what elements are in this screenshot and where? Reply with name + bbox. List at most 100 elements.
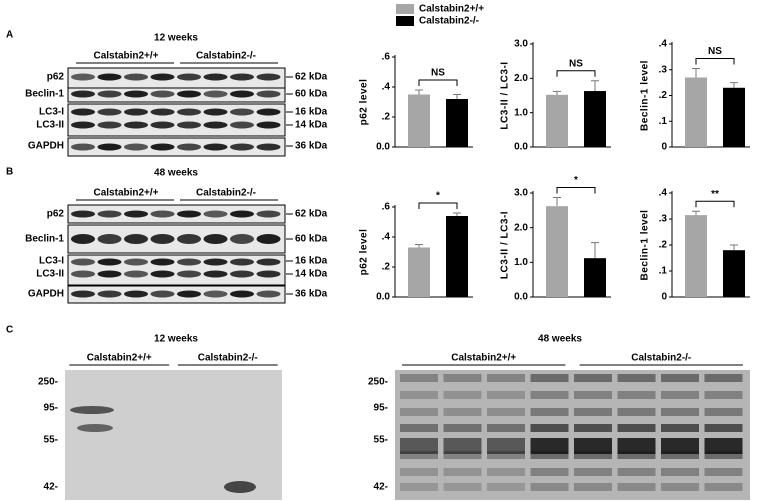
y-axis-label: p62 level	[359, 79, 370, 126]
band	[71, 73, 95, 81]
band	[443, 374, 482, 382]
band	[203, 108, 228, 116]
blot-frame	[67, 254, 286, 286]
blot-title: 12 weeks	[154, 334, 198, 345]
error-bar	[591, 80, 599, 92]
band	[97, 108, 122, 116]
band	[124, 290, 148, 298]
bar	[584, 91, 606, 147]
band	[443, 451, 482, 459]
band	[704, 438, 743, 454]
band	[224, 481, 256, 493]
band	[203, 290, 228, 298]
band	[150, 258, 175, 266]
significance-bracket	[556, 187, 596, 194]
significance-bracket	[695, 200, 735, 208]
band	[256, 234, 281, 244]
y-tick-label: 0.0	[376, 292, 390, 303]
band	[71, 258, 95, 266]
band	[400, 468, 438, 476]
band	[617, 424, 656, 432]
error-bar	[415, 89, 423, 95]
band	[150, 270, 175, 278]
blot-frame	[67, 137, 286, 157]
band	[203, 270, 228, 278]
y-tick-label: 1.0	[514, 107, 528, 118]
band	[124, 90, 148, 98]
band	[124, 270, 148, 278]
error-bar	[453, 212, 461, 216]
band	[71, 270, 95, 278]
band	[203, 121, 228, 129]
band	[256, 258, 281, 266]
band	[124, 234, 148, 244]
marker-label: 95-	[44, 403, 58, 414]
band	[177, 90, 201, 98]
band	[77, 424, 113, 432]
band	[704, 451, 743, 459]
band	[177, 270, 201, 278]
band	[400, 451, 438, 459]
marker-label: 55-	[44, 435, 58, 446]
band	[97, 210, 122, 218]
band	[704, 424, 743, 432]
band	[230, 210, 254, 218]
band	[203, 234, 228, 244]
band	[203, 258, 228, 266]
bar	[685, 215, 707, 297]
band	[97, 270, 122, 278]
significance-label: *	[436, 191, 440, 202]
y-axis-label: LC3-II / LC3-I	[500, 61, 511, 129]
y-axis-label: p62 level	[359, 229, 370, 276]
bar	[723, 250, 745, 297]
band	[400, 374, 438, 382]
band	[661, 374, 699, 382]
legend-swatch	[396, 4, 414, 14]
band	[97, 234, 122, 244]
band	[124, 143, 148, 151]
row-label: Beclin-1	[25, 234, 64, 245]
band	[487, 408, 525, 416]
band	[150, 90, 175, 98]
error-bar	[730, 244, 738, 251]
band	[487, 451, 525, 459]
size-label: 62 kDa	[295, 209, 328, 220]
blot-frame	[67, 285, 286, 304]
band	[124, 258, 148, 266]
band	[443, 424, 482, 432]
row-label: LC3-I	[39, 107, 64, 118]
band	[704, 391, 743, 399]
group-label: Calstabin2+/+	[87, 353, 152, 364]
band	[124, 73, 148, 81]
y-tick-label: .4	[659, 188, 668, 199]
marker-label: 250-	[38, 377, 58, 388]
bar	[584, 258, 606, 297]
legend-label: Calstabin2+/+	[419, 4, 484, 15]
band	[256, 121, 281, 129]
significance-bracket	[418, 79, 458, 86]
band	[97, 73, 122, 81]
band	[256, 270, 281, 278]
bar	[546, 94, 568, 147]
band	[177, 290, 201, 298]
band	[256, 73, 281, 81]
blot-frame	[67, 103, 286, 137]
band	[256, 290, 281, 298]
band	[177, 73, 201, 81]
band	[70, 406, 114, 414]
band	[177, 210, 201, 218]
band	[530, 468, 569, 476]
significance-label: *	[574, 175, 578, 186]
band	[203, 90, 228, 98]
band	[400, 424, 438, 432]
band	[150, 73, 175, 81]
band	[617, 391, 656, 399]
band	[97, 143, 122, 151]
marker-label: 55-	[374, 435, 388, 446]
band	[400, 438, 438, 454]
band	[400, 483, 438, 491]
significance-label: NS	[569, 58, 583, 69]
y-tick-label: 2.0	[514, 222, 528, 233]
band	[443, 468, 482, 476]
